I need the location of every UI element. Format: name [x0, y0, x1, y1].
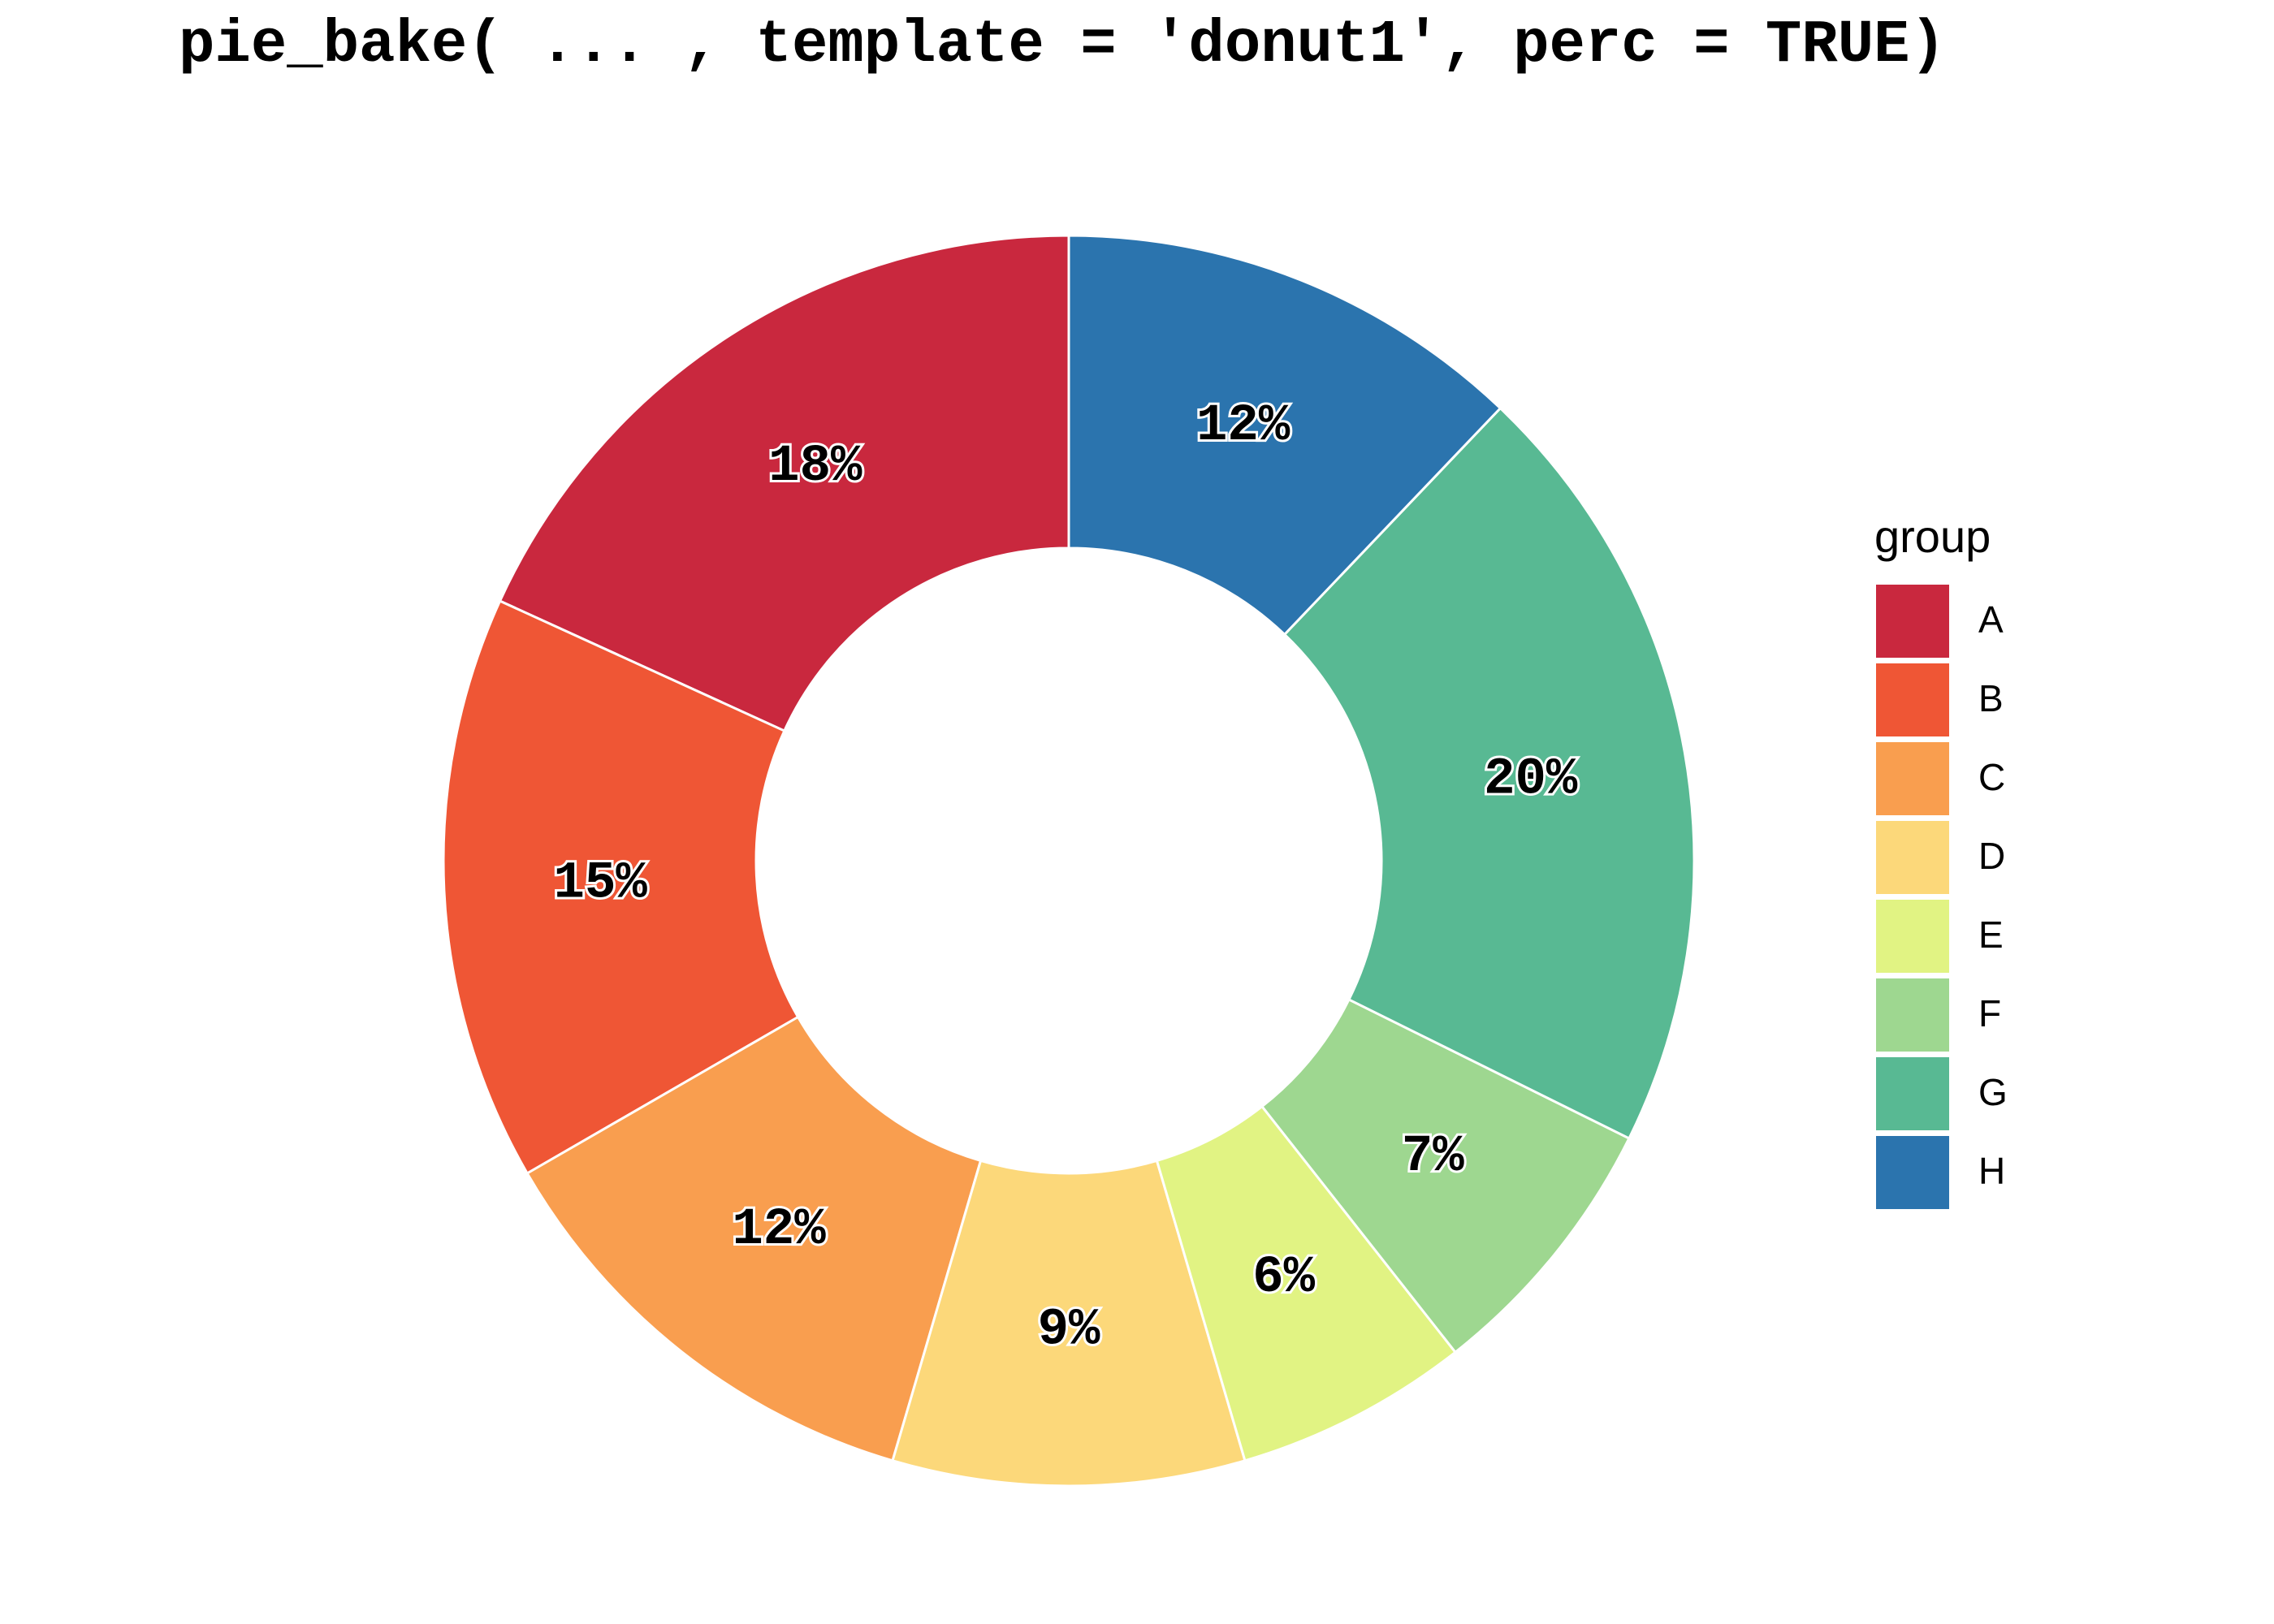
legend-title: group — [1874, 511, 1991, 562]
legend-label: A — [1978, 598, 2004, 641]
legend-swatch — [1876, 1136, 1949, 1209]
legend-swatch — [1876, 585, 1949, 658]
slice-label: 15% — [554, 854, 648, 913]
donut-slice — [498, 234, 1070, 733]
slice-label: 12% — [732, 1201, 826, 1259]
legend-label: E — [1978, 914, 2004, 956]
donut-slice — [525, 1015, 983, 1462]
legend-swatch — [1876, 978, 1949, 1052]
chart-title: pie_bake( ... , template = 'donut1', per… — [179, 11, 1946, 80]
slice-label: 20% — [1484, 751, 1578, 810]
donut-slice — [1282, 406, 1696, 1140]
donut-slice — [442, 599, 800, 1176]
slice-label: 7% — [1402, 1128, 1464, 1186]
donut-slice — [1067, 234, 1502, 637]
legend-label: D — [1978, 835, 2005, 877]
legend-label: G — [1978, 1071, 2008, 1113]
slice-label: 6% — [1252, 1249, 1315, 1307]
legend-swatch — [1876, 900, 1949, 973]
legend-swatch — [1876, 663, 1949, 736]
legend-label: F — [1978, 992, 2001, 1034]
legend-swatch — [1876, 821, 1949, 894]
slice-label: 12% — [1196, 397, 1290, 456]
slice-label: 9% — [1038, 1301, 1100, 1359]
legend-label: B — [1978, 677, 2004, 719]
donut-slice — [891, 1159, 1247, 1488]
legend-swatch — [1876, 742, 1949, 815]
legend-swatch — [1876, 1057, 1949, 1130]
legend-label: H — [1978, 1150, 2005, 1192]
legend-label: C — [1978, 756, 2005, 798]
slice-label: 18% — [768, 438, 862, 496]
